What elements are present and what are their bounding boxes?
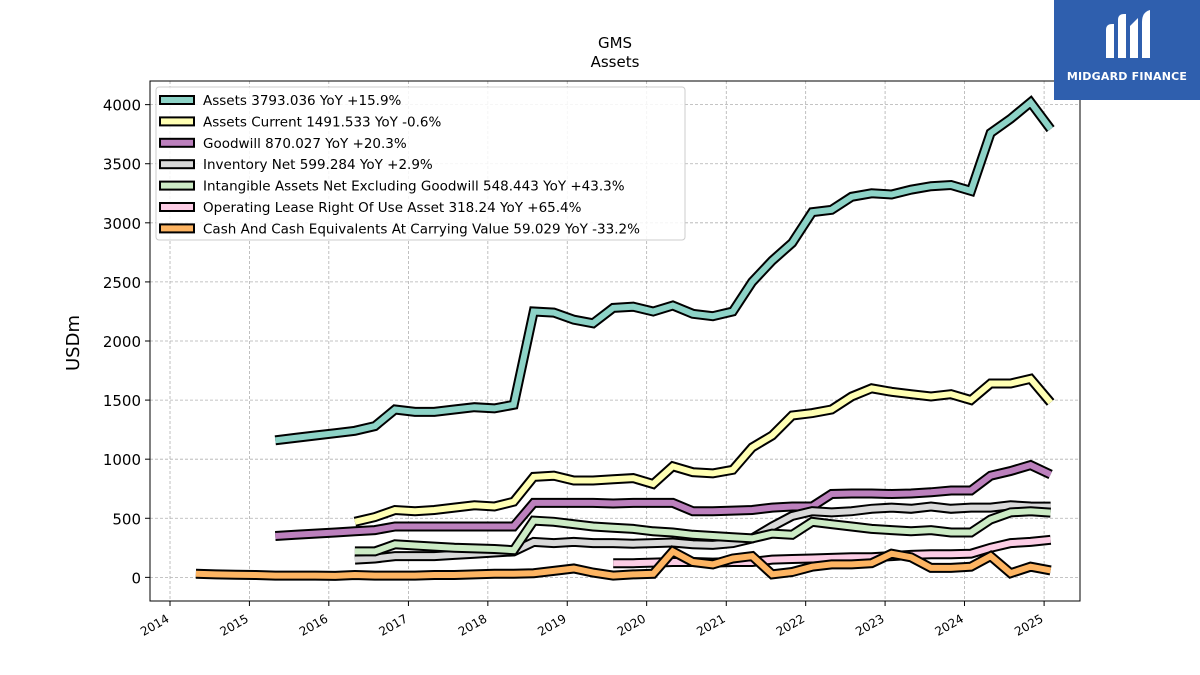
chart-title: GMS bbox=[598, 34, 632, 52]
x-tick-label: 2016 bbox=[297, 611, 330, 638]
x-tick-label: 2014 bbox=[138, 611, 171, 638]
legend-entry: Inventory Net 599.284 YoY +2.9% bbox=[203, 157, 433, 173]
legend-entry: Cash And Cash Equivalents At Carrying Va… bbox=[203, 221, 640, 237]
y-tick-label: 4000 bbox=[103, 97, 141, 115]
legend-swatch bbox=[159, 116, 195, 127]
x-tick-label: 2018 bbox=[456, 611, 489, 638]
y-tick-label: 500 bbox=[112, 510, 141, 528]
x-tick-label: 2015 bbox=[217, 611, 250, 638]
chart-subtitle: Assets bbox=[591, 53, 640, 71]
legend-entry: Assets Current 1491.533 YoY -0.6% bbox=[203, 114, 442, 130]
x-tick-label: 2019 bbox=[535, 611, 568, 638]
legend-swatch bbox=[159, 180, 195, 191]
legend-box bbox=[155, 86, 686, 241]
y-tick-label: 1500 bbox=[103, 392, 141, 410]
legend-swatch bbox=[159, 202, 195, 212]
x-tick-label: 2025 bbox=[1012, 611, 1045, 638]
x-tick-label: 2024 bbox=[933, 611, 966, 638]
x-tick-label: 2017 bbox=[376, 611, 409, 638]
x-tick-label: 2022 bbox=[774, 611, 807, 638]
midgard-logo-icon bbox=[1106, 10, 1150, 58]
y-tick-label: 3000 bbox=[103, 215, 141, 233]
legend-swatch bbox=[159, 95, 195, 105]
x-tick-label: 2023 bbox=[853, 611, 886, 638]
legend-entry: Intangible Assets Net Excluding Goodwill… bbox=[203, 179, 625, 195]
series-line bbox=[274, 97, 1054, 444]
legend-entry: Operating Lease Right Of Use Asset 318.2… bbox=[203, 200, 582, 216]
series-line bbox=[354, 375, 1053, 525]
y-tick-label: 2000 bbox=[103, 333, 141, 351]
legend-swatch bbox=[159, 137, 195, 148]
series-line bbox=[275, 461, 1052, 539]
legend-swatch bbox=[159, 223, 195, 234]
legend: Assets 3793.036 YoY +15.9% Assets Current… bbox=[155, 86, 686, 241]
y-tick-label: 1000 bbox=[103, 451, 141, 469]
y-tick-label: 0 bbox=[131, 569, 141, 587]
series-line bbox=[354, 508, 1051, 555]
x-tick-label: 2021 bbox=[694, 611, 727, 638]
y-axis-label: USDm bbox=[63, 315, 84, 371]
series-layer bbox=[195, 95, 1055, 581]
series-line bbox=[354, 502, 1051, 563]
y-tick-label: 3500 bbox=[103, 156, 141, 174]
legend-entry: Goodwill 870.027 YoY +20.3% bbox=[203, 136, 407, 152]
series-line bbox=[195, 547, 1052, 579]
legend-swatch bbox=[159, 159, 195, 170]
y-tick-label: 2500 bbox=[103, 274, 141, 292]
x-tick-label: 2020 bbox=[615, 611, 648, 638]
legend-entry: Assets 3793.036 YoY +15.9% bbox=[203, 93, 402, 109]
logo-text: MIDGARD FINANCE bbox=[1066, 70, 1188, 83]
midgard-logo: MIDGARD FINANCE bbox=[1054, 0, 1200, 100]
